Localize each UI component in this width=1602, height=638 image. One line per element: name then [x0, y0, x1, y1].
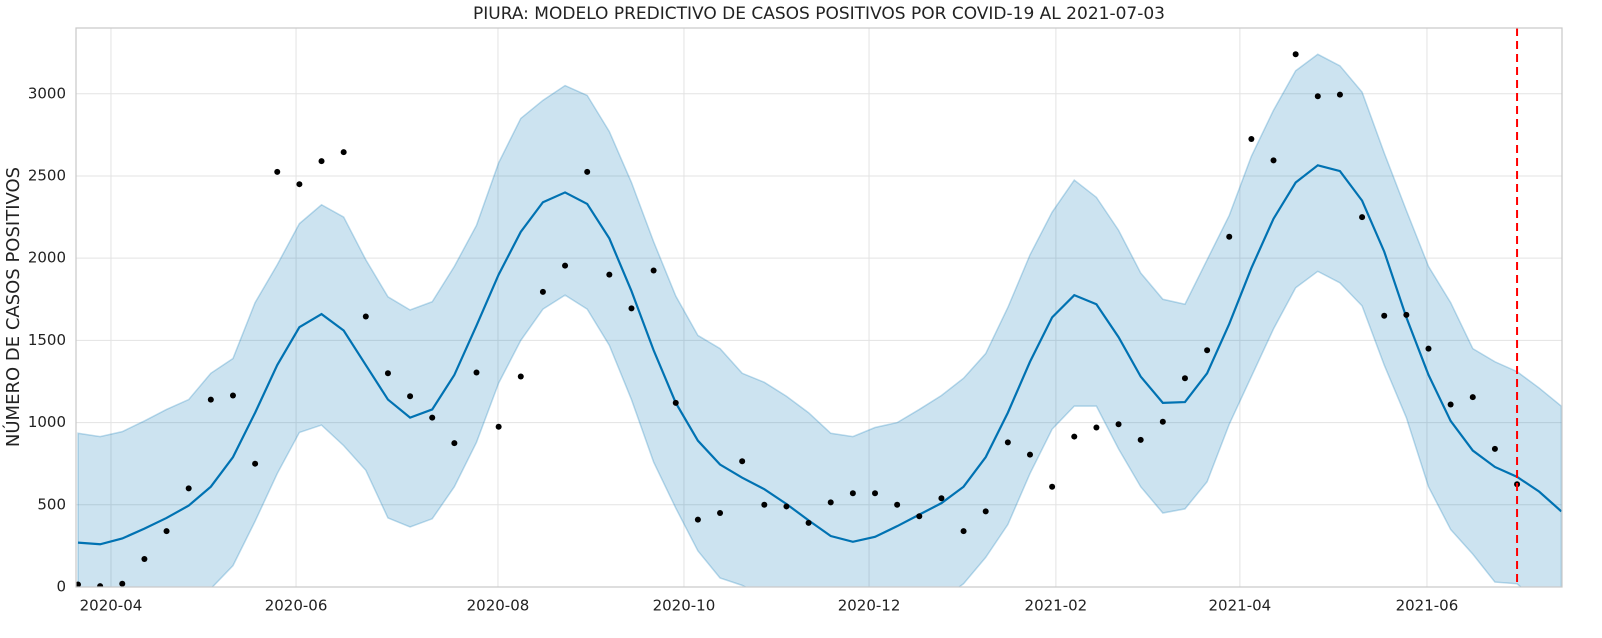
plot-frame	[75, 27, 1563, 588]
plot-layer	[76, 28, 1562, 587]
y-tick-label: 0	[56, 578, 66, 596]
observed-point	[274, 168, 281, 175]
observed-point	[1004, 439, 1011, 446]
observed-point	[185, 485, 192, 492]
x-tick-label: 2020-12	[838, 597, 901, 615]
observed-point	[76, 581, 81, 587]
observed-point	[628, 305, 635, 312]
observed-point	[1469, 394, 1476, 401]
observed-point	[362, 313, 369, 320]
x-tick-label: 2021-06	[1396, 597, 1459, 615]
y-tick-label: 500	[37, 495, 66, 513]
observed-point	[1336, 91, 1343, 98]
observed-point	[761, 501, 768, 508]
observed-point	[1181, 375, 1188, 382]
observed-point	[1403, 311, 1410, 318]
x-tick-label: 2020-08	[467, 597, 530, 615]
y-tick-label: 1000	[28, 413, 66, 431]
x-tick-label: 2020-06	[265, 597, 328, 615]
observed-point	[1049, 483, 1056, 490]
observed-point	[849, 490, 856, 497]
observed-point	[473, 369, 480, 376]
plot-background	[76, 28, 1562, 587]
observed-point	[429, 414, 436, 421]
y-tick-label: 1500	[28, 331, 66, 349]
observed-point	[1137, 436, 1144, 443]
observed-point	[1381, 312, 1388, 319]
x-tick-label: 2021-02	[1025, 597, 1088, 615]
observed-point	[1425, 345, 1432, 352]
observed-point	[384, 370, 391, 377]
observed-point	[872, 490, 879, 497]
observed-point	[982, 508, 989, 515]
observed-point	[252, 460, 259, 467]
observed-point	[340, 149, 347, 156]
observed-point	[207, 396, 214, 403]
observed-point	[539, 288, 546, 295]
observed-point	[97, 583, 104, 587]
x-tick-label: 2020-04	[80, 597, 143, 615]
observed-point	[650, 267, 657, 274]
observed-point	[1359, 214, 1366, 221]
observed-point	[894, 501, 901, 508]
observed-point	[407, 393, 414, 400]
observed-point	[694, 516, 701, 523]
y-tick-label: 2500	[28, 166, 66, 184]
observed-point	[606, 271, 613, 278]
observed-point	[1071, 433, 1078, 440]
observed-point	[1159, 418, 1166, 425]
observed-point	[960, 528, 967, 535]
observed-point	[1115, 421, 1122, 428]
observed-point	[562, 262, 569, 269]
observed-point	[739, 458, 746, 465]
observed-point	[1270, 157, 1277, 164]
observed-point	[1026, 451, 1033, 458]
y-tick-label: 2000	[28, 249, 66, 267]
uncertainty-band	[77, 53, 1562, 587]
observed-point	[1314, 93, 1321, 100]
y-axis-label: NÚMERO DE CASOS POSITIVOS	[2, 167, 24, 447]
observed-point	[1204, 347, 1211, 354]
observed-point	[827, 499, 834, 506]
observed-point	[1447, 401, 1454, 408]
observed-point	[783, 503, 790, 510]
observed-point	[805, 519, 812, 526]
observed-point	[916, 513, 923, 520]
x-tick-label: 2020-10	[653, 597, 716, 615]
forecast-line	[77, 164, 1562, 546]
y-tick-label: 3000	[28, 84, 66, 102]
observed-point	[717, 510, 724, 517]
observed-point	[1491, 445, 1498, 452]
observed-point	[495, 423, 502, 430]
observed-point	[1226, 233, 1233, 240]
observed-point	[141, 556, 148, 563]
observed-point	[584, 168, 591, 175]
observed-point	[318, 158, 325, 165]
observed-point	[119, 580, 126, 587]
observed-point	[1292, 51, 1299, 58]
x-tick-label: 2021-04	[1209, 597, 1272, 615]
observed-point	[229, 392, 236, 399]
observed-point	[672, 399, 679, 406]
observed-point	[1093, 424, 1100, 431]
observed-point	[938, 495, 945, 502]
observed-point	[163, 528, 170, 535]
observed-point	[517, 373, 524, 380]
observed-point	[296, 181, 303, 188]
observed-point	[451, 440, 458, 447]
chart-title: PIURA: MODELO PREDICTIVO DE CASOS POSITI…	[473, 4, 1165, 24]
observed-point	[1248, 135, 1255, 142]
